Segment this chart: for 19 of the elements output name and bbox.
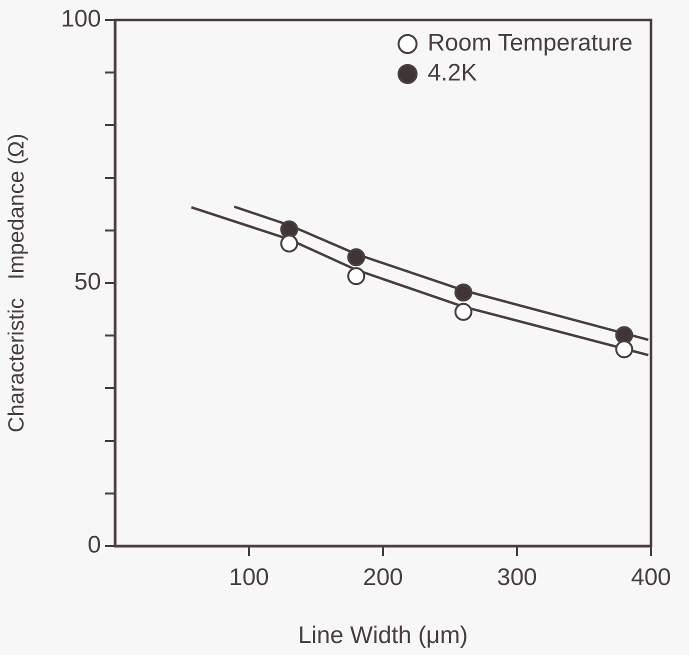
point [347, 267, 366, 286]
x-tick-label: 400 [630, 564, 672, 592]
x-axis-title: Line Width (μm) [298, 622, 468, 650]
point [454, 302, 472, 321]
legend-label: 4.2K [428, 60, 477, 87]
y-tick-label: 50 [74, 268, 101, 296]
x-tick-label: 200 [362, 564, 404, 592]
y-axis-title: Characteristic Impedance (Ω) [3, 134, 28, 432]
point [615, 340, 634, 358]
point [454, 283, 472, 302]
point [280, 220, 298, 238]
x-tick-label: 300 [496, 564, 538, 592]
point [280, 234, 298, 253]
point [347, 248, 366, 266]
point [615, 326, 634, 344]
x-tick-label: 100 [228, 564, 270, 592]
legend-label: Room Temperature [428, 30, 633, 57]
y-tick-label: 100 [60, 6, 101, 33]
y-tick-label: 0 [88, 532, 101, 559]
